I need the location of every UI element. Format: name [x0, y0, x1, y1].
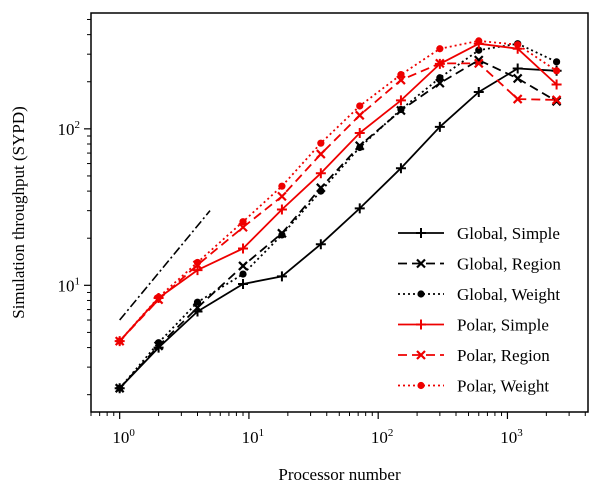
data-point	[316, 149, 326, 159]
data-point	[397, 71, 405, 79]
data-point	[276, 271, 287, 282]
legend-label: Global, Region	[457, 255, 561, 274]
data-point	[239, 270, 247, 278]
data-point	[512, 73, 523, 84]
legend-label: Polar, Weight	[457, 377, 549, 396]
series-6	[116, 37, 561, 345]
series-group	[114, 37, 562, 394]
legend-marker	[417, 381, 425, 390]
data-point	[315, 239, 326, 250]
legend-label: Polar, Simple	[457, 316, 549, 335]
legend: Global, Simple Global, Region Global, Weig…	[398, 224, 561, 396]
reference-line	[119, 210, 211, 321]
data-point	[473, 58, 484, 69]
y-axis-label: Simulation throughput (SYPD)	[9, 106, 28, 319]
x-tick-label: 101	[242, 427, 265, 447]
data-point	[435, 58, 445, 69]
legend-item: Global, Simple	[398, 224, 560, 243]
legend-marker	[417, 290, 425, 298]
x-tick-label: 102	[371, 427, 394, 447]
data-point	[436, 45, 444, 53]
data-point	[514, 41, 522, 49]
data-point	[116, 337, 124, 345]
data-point	[354, 203, 365, 214]
data-point	[193, 258, 202, 267]
x-tick-label: 100	[112, 427, 135, 447]
data-point	[238, 243, 249, 254]
data-point	[552, 58, 561, 66]
data-point	[238, 261, 248, 271]
data-point	[354, 128, 365, 139]
legend-marker	[416, 258, 426, 269]
series-line	[119, 59, 558, 389]
data-point	[397, 105, 405, 114]
data-point	[551, 79, 562, 90]
legend-item: Polar, Region	[398, 346, 550, 365]
data-point	[395, 163, 406, 174]
legend-label: Global, Weight	[457, 285, 560, 304]
legend-item: Global, Region	[398, 255, 561, 274]
series-line	[119, 40, 558, 342]
data-point	[239, 218, 247, 226]
data-point	[475, 46, 483, 54]
data-point	[192, 302, 203, 313]
data-point	[356, 102, 364, 110]
legend-item: Global, Weight	[398, 285, 560, 304]
data-point	[154, 293, 163, 301]
legend-label: Global, Simple	[457, 224, 560, 243]
data-point	[354, 110, 365, 121]
data-point	[278, 182, 286, 190]
y-tick-label: 101	[58, 275, 81, 295]
data-point	[434, 121, 445, 132]
data-point	[551, 95, 562, 105]
data-point	[552, 67, 561, 75]
series-line	[119, 42, 557, 389]
data-point	[315, 168, 326, 179]
data-point	[512, 94, 523, 104]
data-point	[512, 63, 523, 74]
data-point	[192, 265, 203, 276]
data-point	[473, 86, 484, 97]
x-axis-label: Processor number	[278, 465, 401, 484]
series-line	[119, 42, 558, 342]
y-tick-label: 102	[58, 119, 81, 139]
legend-marker	[416, 228, 426, 238]
data-point	[277, 191, 287, 202]
data-point	[116, 384, 124, 392]
data-point	[193, 298, 202, 306]
data-point	[396, 75, 406, 85]
data-point	[395, 95, 406, 106]
data-point	[436, 74, 444, 82]
legend-item: Polar, Weight	[398, 377, 549, 396]
reference-slope	[119, 210, 211, 321]
data-point	[276, 204, 287, 215]
legend-marker	[416, 350, 426, 360]
legend-label: Polar, Region	[457, 346, 550, 365]
legend-item: Polar, Simple	[398, 316, 549, 335]
data-point	[435, 78, 445, 88]
series-line	[119, 67, 557, 389]
data-point	[317, 139, 325, 147]
axis-ticks: 100 101 102 103 101 102	[58, 18, 586, 447]
data-point	[278, 231, 286, 239]
legend-marker	[416, 319, 426, 330]
data-point	[154, 339, 163, 347]
data-point	[317, 187, 325, 195]
data-point	[238, 278, 249, 289]
data-point	[356, 143, 364, 152]
series-line	[119, 62, 557, 342]
data-point	[238, 222, 248, 233]
data-point	[475, 37, 483, 45]
x-tick-label: 103	[500, 427, 523, 447]
